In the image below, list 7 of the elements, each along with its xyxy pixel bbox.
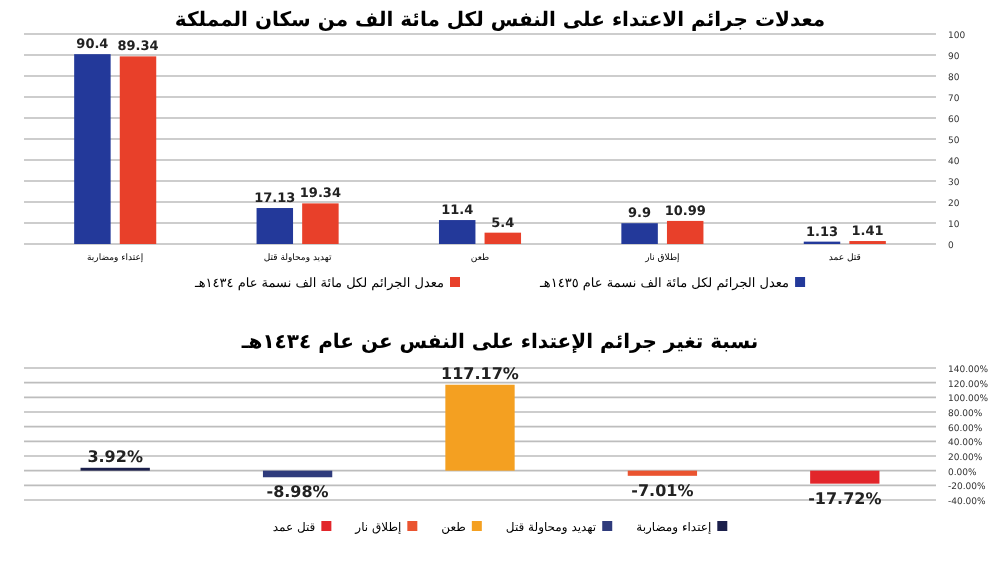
data-label: 117.17% <box>441 364 519 383</box>
chart-title: معدلات جرائم الاعتداء على النفس لكل مائة الف من سكان المملكة <box>174 10 826 32</box>
data-label: -17.72% <box>808 489 882 508</box>
data-label: -8.98% <box>266 483 329 502</box>
data-label: -7.01% <box>631 481 694 500</box>
data-label: 3.92% <box>87 447 143 466</box>
chart-title: نسبة تغير جرائم الإعتداء على النفس عن عام ١٤٣٤هـ <box>239 332 759 354</box>
